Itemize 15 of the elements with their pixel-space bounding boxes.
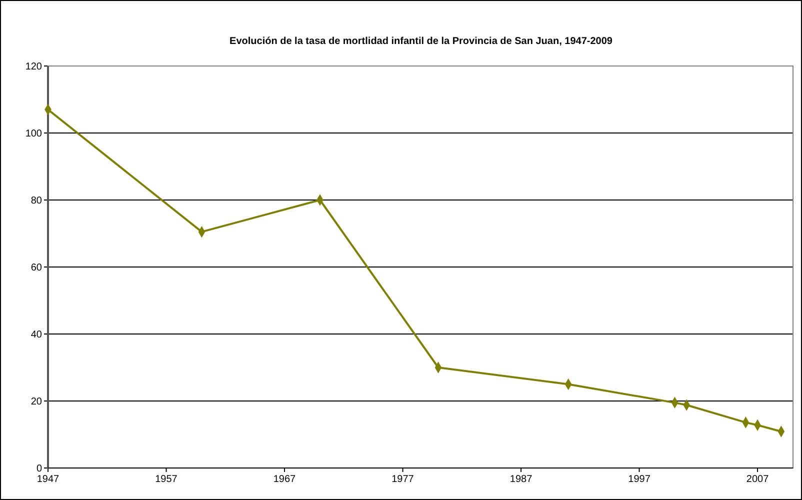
x-tick-label: 1957 [155,474,178,485]
x-tick-label: 1967 [273,474,296,485]
chart-title: Evolución de la tasa de mortlidad infantil de la Provincia de San Juan, 1947-2009 [230,36,613,47]
x-tick-label: 2007 [746,474,770,485]
x-tick-label: 1987 [510,474,533,485]
y-tick-label: 0 [36,464,42,474]
y-tick-label: 80 [30,196,42,206]
x-tick-label: 1947 [36,474,60,485]
y-tick-label: 20 [30,396,42,408]
y-tick-label: 120 [25,62,42,72]
y-tick-label: 40 [30,330,42,340]
x-tick-label: 1977 [392,474,414,485]
x-tick-label: 1997 [628,474,651,485]
y-tick-label: 60 [30,262,42,274]
y-tick-label: 100 [25,128,42,140]
